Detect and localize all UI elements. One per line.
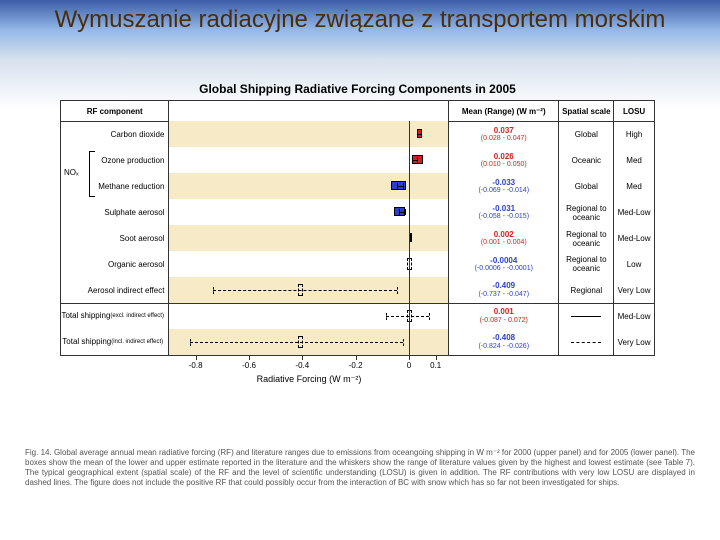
losu-cell: Med <box>614 148 654 174</box>
row-label: Methane reduction <box>61 174 168 200</box>
spatial-cell: Regional to oceanic <box>559 200 613 226</box>
row-label: Organic aerosol <box>61 251 168 277</box>
losu-cell: Med-Low <box>614 303 654 329</box>
mean-cell: 0.026(0.010 - 0.050) <box>449 148 558 174</box>
hdr-losu: LOSU <box>614 101 654 122</box>
spatial-cell: Global <box>559 174 613 200</box>
spatial-cell: Oceanic <box>559 148 613 174</box>
row-label: Soot aerosol <box>61 226 168 252</box>
row-label: Aerosol indirect effect <box>61 277 168 303</box>
hdr-mean: Mean (Range) (W m⁻²) <box>449 101 558 122</box>
hdr-rf: RF component <box>61 101 168 122</box>
figure: Global Shipping Radiative Forcing Compon… <box>60 82 655 392</box>
col-mean: Mean (Range) (W m⁻²) 0.037(0.028 - 0.047… <box>449 101 559 355</box>
losu-cell: Very Low <box>614 277 654 303</box>
hdr-spatial: Spatial scale <box>559 101 613 122</box>
mean-cell: -0.031(-0.058 - -0.015) <box>449 200 558 226</box>
mean-cell: -0.0004(-0.0006 - -0.0001) <box>449 251 558 277</box>
spatial-cell: Regional to oceanic <box>559 251 613 277</box>
losu-cell: Med-Low <box>614 226 654 252</box>
spatial-cell <box>559 329 613 355</box>
losu-cell: Med-Low <box>614 200 654 226</box>
mean-cell: -0.033(-0.069 - -0.014) <box>449 174 558 200</box>
losu-cell: Very Low <box>614 329 654 355</box>
col-losu: LOSU HighMedMedMed-LowMed-LowLowVery Low… <box>614 101 654 355</box>
col-chart <box>169 101 449 355</box>
row-label: Sulphate aerosol <box>61 200 168 226</box>
mean-cell: -0.409(-0.737 - -0.047) <box>449 277 558 303</box>
mean-cell: 0.037(0.028 - 0.047) <box>449 122 558 148</box>
col-spatial: Spatial scale GlobalOceanicGlobalRegiona… <box>559 101 614 355</box>
spatial-cell: Global <box>559 122 613 148</box>
caption: Fig. 14. Global average annual mean radi… <box>25 448 695 488</box>
row-label: Total shipping(incl. indirect effect) <box>61 329 168 355</box>
hdr-chart-blank <box>169 101 448 122</box>
row-label: Carbon dioxide <box>61 122 168 148</box>
x-axis: -0.8-0.6-0.4-0.200.1Radiative Forcing (W… <box>60 356 655 392</box>
losu-cell: Med <box>614 174 654 200</box>
slide: Wymuszanie radiacyjne związane z transpo… <box>0 0 720 540</box>
spatial-cell: Regional <box>559 277 613 303</box>
mean-cell: 0.002(0.001 - 0.004) <box>449 226 558 252</box>
losu-cell: Low <box>614 251 654 277</box>
col-rf-component: RF component Carbon dioxideOzone product… <box>61 101 169 355</box>
chart-title: Global Shipping Radiative Forcing Compon… <box>60 82 655 96</box>
mean-cell: 0.001(-0.087 - 0.072) <box>449 303 558 329</box>
mean-cell: -0.408(-0.824 - -0.026) <box>449 329 558 355</box>
chart-panel: RF component Carbon dioxideOzone product… <box>60 100 655 356</box>
row-label: Total shipping(excl. indirect effect) <box>61 303 168 329</box>
losu-cell: High <box>614 122 654 148</box>
slide-title: Wymuszanie radiacyjne związane z transpo… <box>0 6 720 34</box>
spatial-cell <box>559 303 613 329</box>
spatial-cell: Regional to oceanic <box>559 226 613 252</box>
